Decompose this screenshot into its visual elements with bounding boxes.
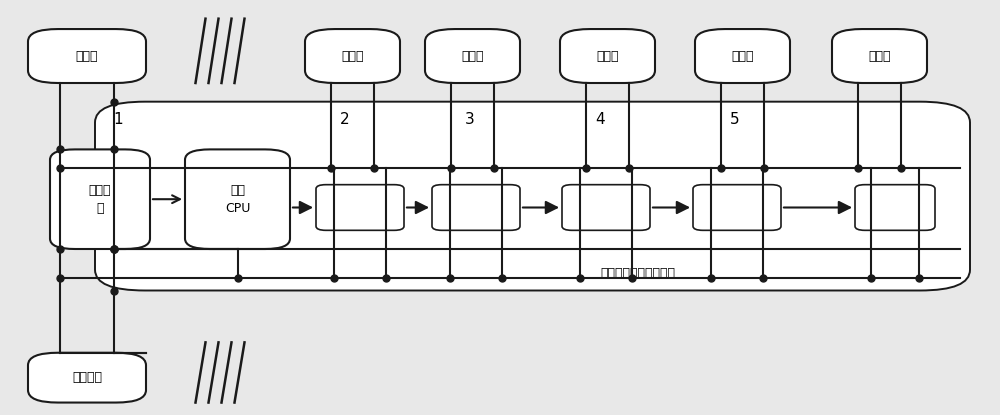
FancyBboxPatch shape — [305, 29, 400, 83]
Text: 5: 5 — [730, 112, 740, 127]
Text: 电池组: 电池组 — [596, 49, 619, 63]
FancyBboxPatch shape — [432, 185, 520, 230]
FancyBboxPatch shape — [28, 29, 146, 83]
FancyBboxPatch shape — [95, 102, 970, 290]
Text: 2: 2 — [340, 112, 350, 127]
Text: 电池组: 电池组 — [731, 49, 754, 63]
Text: 电池组: 电池组 — [341, 49, 364, 63]
FancyBboxPatch shape — [185, 149, 290, 249]
FancyBboxPatch shape — [832, 29, 927, 83]
Text: 主控
CPU: 主控 CPU — [225, 184, 250, 215]
FancyBboxPatch shape — [425, 29, 520, 83]
Text: 4: 4 — [595, 112, 605, 127]
Text: 双向防
反: 双向防 反 — [89, 184, 111, 215]
Text: 电池组: 电池组 — [461, 49, 484, 63]
Text: 电池组: 电池组 — [868, 49, 891, 63]
Text: 1: 1 — [113, 112, 123, 127]
Text: 3: 3 — [465, 112, 475, 127]
FancyBboxPatch shape — [855, 185, 935, 230]
FancyBboxPatch shape — [695, 29, 790, 83]
Text: 直流母线: 直流母线 — [72, 371, 102, 384]
FancyBboxPatch shape — [562, 185, 650, 230]
Text: 电池组: 电池组 — [76, 49, 98, 63]
FancyBboxPatch shape — [50, 149, 150, 249]
Text: 正负级防反接控制策略: 正负级防反接控制策略 — [600, 266, 675, 280]
FancyBboxPatch shape — [28, 353, 146, 403]
FancyBboxPatch shape — [693, 185, 781, 230]
FancyBboxPatch shape — [316, 185, 404, 230]
FancyBboxPatch shape — [560, 29, 655, 83]
